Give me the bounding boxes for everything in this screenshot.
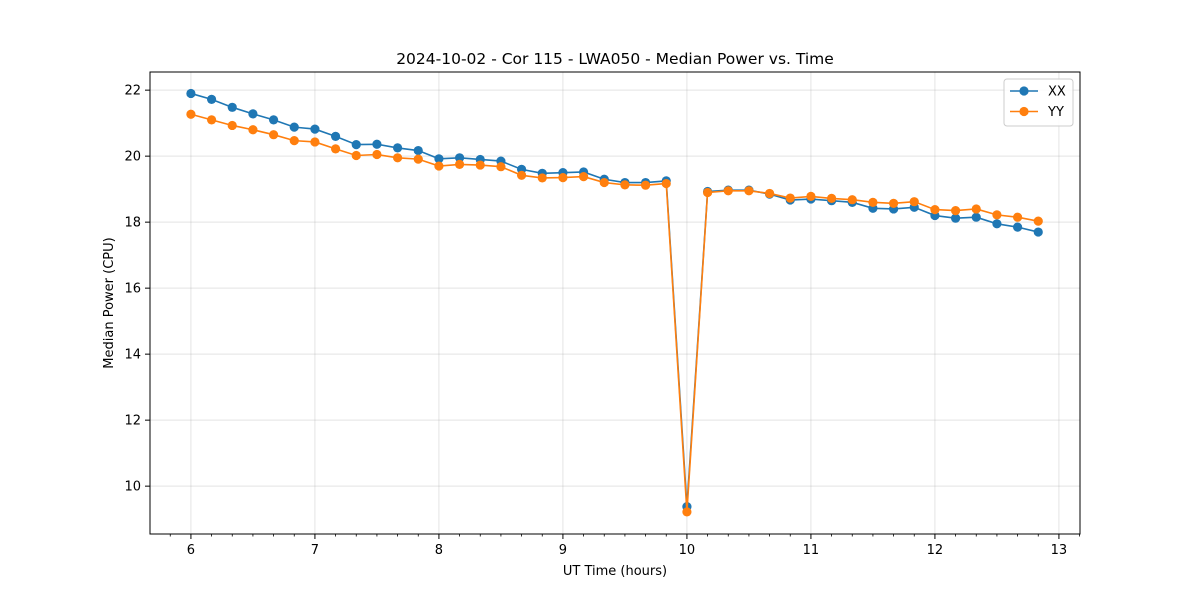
y-tick-label: 10 [124,480,141,495]
data-point-yy [950,206,961,216]
data-point-yy [392,153,403,163]
legend-label-yy: YY [1047,105,1064,120]
data-point-yy [310,137,320,147]
data-point-yy [372,149,382,160]
x-tick-label: 10 [679,543,696,558]
x-tick-label: 8 [435,543,443,558]
x-axis-title: UT Time (hours) [563,564,667,579]
data-point-xx [971,212,981,222]
data-point-yy [847,195,857,205]
x-tick-label: 12 [927,543,944,558]
data-point-xx [392,143,403,153]
data-point-xx [1012,222,1023,232]
data-point-yy [599,177,609,188]
data-point-xx [434,154,444,164]
x-tick-label: 11 [803,543,820,558]
data-point-yy [186,109,196,119]
series-yy [186,109,1043,517]
data-point-yy [868,197,878,207]
data-point-yy [764,188,775,199]
tick-layer: 6 7 8 9 10 11 12 13 10 12 14 16 18 20 22 [124,84,1080,558]
y-tick-label: 16 [124,282,141,297]
data-point-yy [227,120,237,131]
data-point-yy [702,187,713,198]
y-tick-label: 18 [124,216,141,231]
data-point-yy [723,186,733,196]
data-point-yy [888,198,899,208]
y-tick-label: 20 [124,150,141,165]
data-point-yy [992,210,1002,220]
data-point-yy [206,115,217,125]
data-point-yy [785,193,795,203]
data-point-yy [289,136,299,146]
data-point-xx [992,219,1002,229]
data-point-xx [227,102,237,112]
data-point-yy [330,144,341,154]
data-point-xx [950,213,961,223]
x-tick-label: 9 [559,543,567,558]
data-point-yy [930,205,940,215]
data-point-xx [351,140,361,150]
data-point-yy [640,180,651,190]
data-point-xx [248,109,258,119]
legend-label-xx: XX [1048,85,1066,100]
data-point-yy [454,159,465,169]
data-point-yy [516,170,527,180]
data-point-yy [661,178,671,189]
data-point-xx [268,115,279,125]
data-point-yy [537,173,547,183]
data-point-yy [558,173,568,183]
x-tick-label: 13 [1051,543,1068,558]
data-point-xx [1033,227,1043,237]
data-point-xx [372,139,382,149]
plot-area-frame [149,71,1081,535]
data-point-yy [434,161,444,171]
data-point-yy [971,204,981,214]
x-tick-label: 7 [311,543,319,558]
data-point-yy [826,193,837,203]
data-point-xx [310,124,320,134]
data-point-xx [289,122,299,132]
y-tick-label: 12 [124,414,141,429]
x-tick-label: 6 [187,543,195,558]
data-point-yy [248,125,258,135]
legend: XX YY [1003,78,1074,127]
data-point-yy [806,191,816,202]
data-point-xx [454,153,465,163]
data-point-yy [268,130,279,140]
data-point-yy [744,186,754,196]
legend-marker-yy [1019,106,1029,117]
chart-title: 2024-10-02 - Cor 115 - LWA050 - Median P… [396,50,834,68]
series-layer [186,88,1043,517]
data-point-xx [413,145,423,156]
data-point-yy [909,197,919,207]
data-point-yy [682,507,692,517]
legend-marker-xx [1019,86,1029,96]
data-point-xx [186,88,196,99]
data-point-yy [578,172,589,182]
data-point-yy [475,160,485,170]
data-point-xx [206,94,217,104]
y-tick-label: 14 [124,348,141,363]
data-point-yy [496,162,506,172]
y-tick-label: 22 [124,84,141,99]
data-point-yy [1012,212,1023,222]
data-point-yy [351,150,361,161]
data-point-xx [330,131,341,141]
data-point-yy [1033,216,1043,226]
grid-layer [150,72,1080,534]
data-point-yy [620,180,630,190]
y-axis-title: Median Power (CPU) [102,237,117,368]
data-point-yy [413,154,423,164]
